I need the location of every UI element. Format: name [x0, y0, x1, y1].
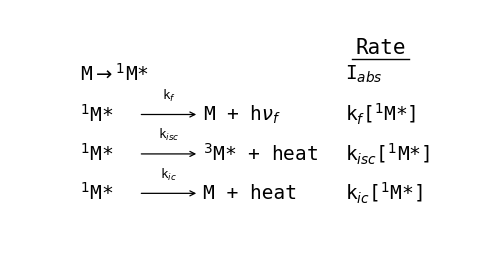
Text: $^1$M*: $^1$M* [80, 103, 113, 125]
Text: $^1$M*: $^1$M* [80, 182, 113, 204]
Text: k$_{ic}$: k$_{ic}$ [161, 166, 177, 183]
Text: M + heat: M + heat [203, 184, 297, 203]
Text: I$_{abs}$: I$_{abs}$ [345, 63, 383, 85]
Text: $^3$M* + heat: $^3$M* + heat [203, 143, 318, 165]
Text: Rate: Rate [355, 38, 406, 58]
Text: k$_f$: k$_f$ [162, 88, 176, 104]
Text: k$_{isc}$[$^1$M*]: k$_{isc}$[$^1$M*] [345, 141, 429, 166]
Text: $^1$M*: $^1$M* [80, 143, 113, 165]
Text: k$_{isc}$: k$_{isc}$ [158, 127, 180, 143]
Text: k$_{ic}$[$^1$M*]: k$_{ic}$[$^1$M*] [345, 181, 423, 206]
Text: M$\rightarrow$$^1$M*: M$\rightarrow$$^1$M* [80, 63, 149, 85]
Text: k$_f$[$^1$M*]: k$_f$[$^1$M*] [345, 102, 416, 127]
Text: M + h$\nu_f$: M + h$\nu_f$ [203, 103, 281, 126]
